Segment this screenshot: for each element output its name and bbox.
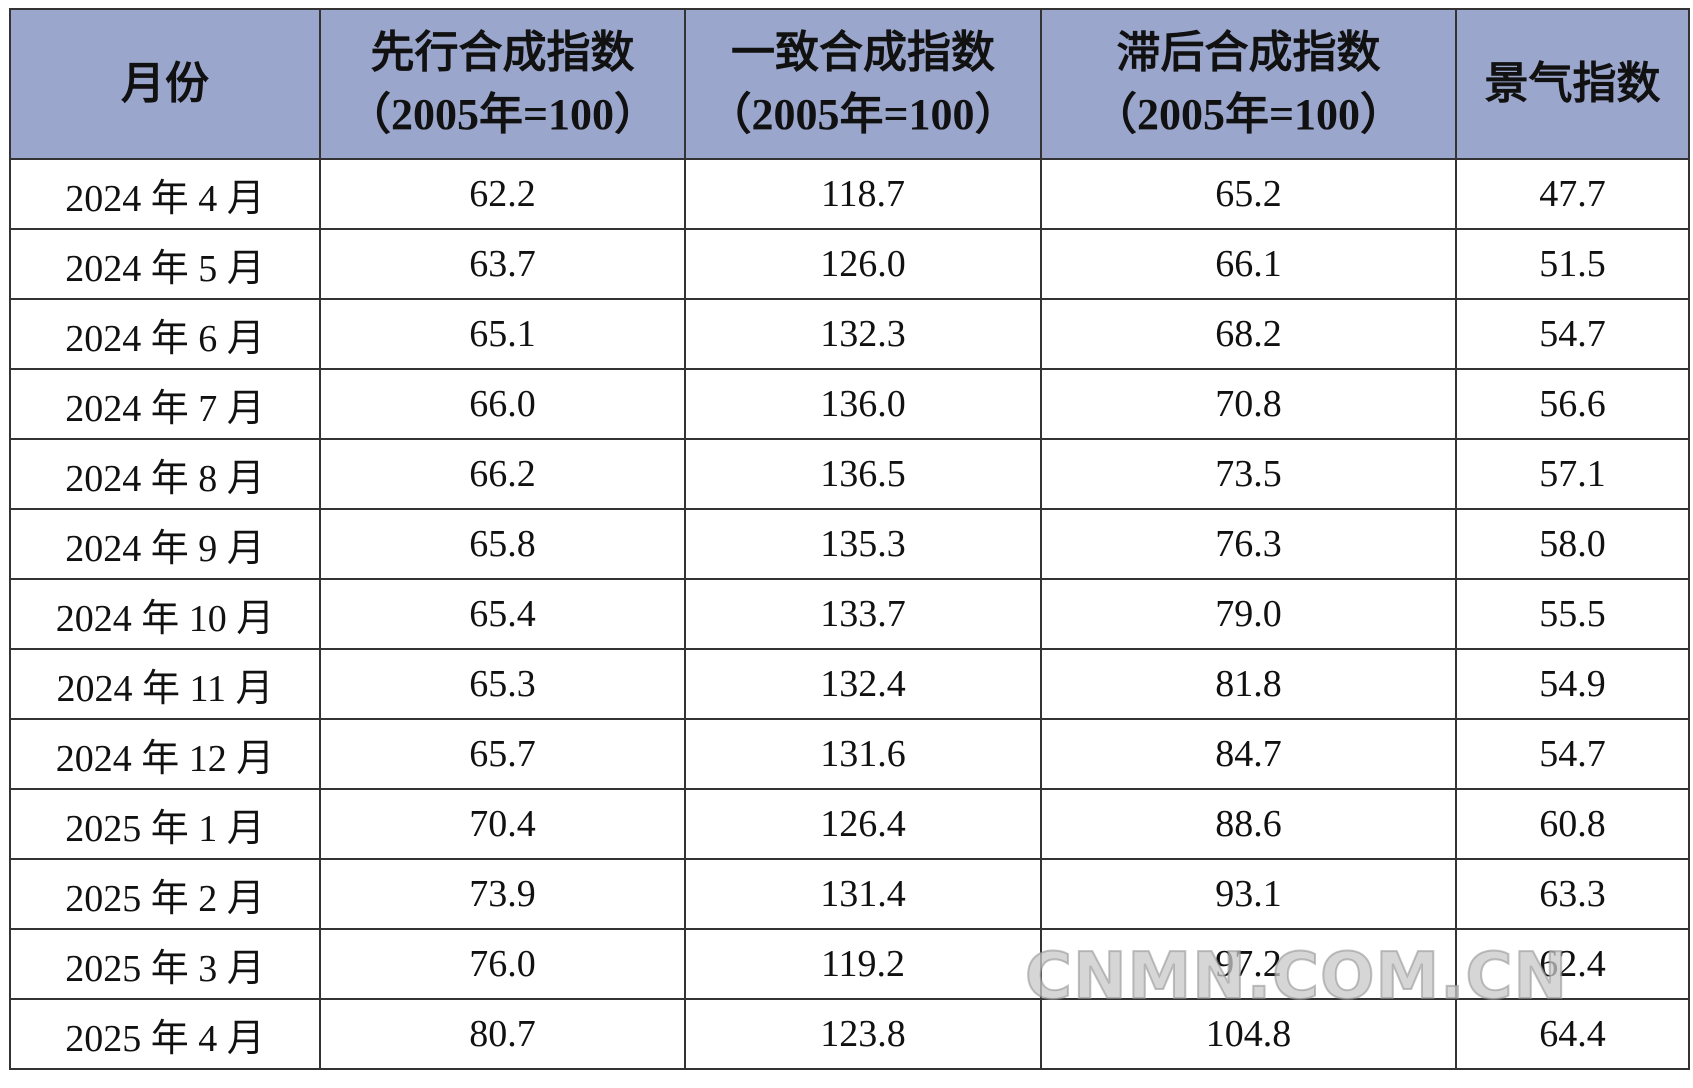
table-row: 2025 年 4 月 80.7 123.8 104.8 64.4 [9, 998, 1690, 1070]
table-row: 2024 年 10 月 65.4 133.7 79.0 55.5 [9, 578, 1690, 650]
value-cell: 136.5 [684, 438, 1042, 510]
value-cell: 132.4 [684, 648, 1042, 720]
header-line: （2005年=100） [1092, 90, 1405, 139]
header-line: （2005年=100） [346, 90, 659, 139]
value-cell: 136.0 [684, 368, 1042, 440]
table-row: 2024 年 12 月 65.7 131.6 84.7 54.7 [9, 718, 1690, 790]
value-cell: 131.6 [684, 718, 1042, 790]
value-cell: 65.1 [319, 298, 686, 370]
index-table: 月份 先行合成指数 （2005年=100） 一致合成指数 （2005年=100） 滞后合成… [9, 8, 1690, 1070]
value-cell: 56.6 [1455, 368, 1690, 440]
value-cell: 65.8 [319, 508, 686, 580]
value-cell: 126.0 [684, 228, 1042, 300]
value-cell: 66.2 [319, 438, 686, 510]
table-row: 2025 年 1 月 70.4 126.4 88.6 60.8 [9, 788, 1690, 860]
month-cell: 2024 年 5 月 [9, 228, 321, 300]
month-cell: 2025 年 3 月 [9, 928, 321, 1000]
value-cell: 131.4 [684, 858, 1042, 930]
table-row: 2024 年 5 月 63.7 126.0 66.1 51.5 [9, 228, 1690, 300]
value-cell: 58.0 [1455, 508, 1690, 580]
value-cell: 80.7 [319, 998, 686, 1070]
header-line: 景气指数 [1484, 59, 1661, 108]
value-cell: 63.7 [319, 228, 686, 300]
header-line: 滞后合成指数 [1116, 28, 1381, 77]
header-row: 月份 先行合成指数 （2005年=100） 一致合成指数 （2005年=100） 滞后合成… [9, 8, 1690, 160]
month-cell: 2025 年 2 月 [9, 858, 321, 930]
month-cell: 2024 年 7 月 [9, 368, 321, 440]
header-line: （2005年=100） [707, 90, 1019, 139]
header-cell: 先行合成指数 （2005年=100） [319, 8, 686, 160]
month-cell: 2024 年 10 月 [9, 578, 321, 650]
header-cell: 一致合成指数 （2005年=100） [684, 8, 1042, 160]
value-cell: 65.7 [319, 718, 686, 790]
month-cell: 2024 年 9 月 [9, 508, 321, 580]
value-cell: 73.9 [319, 858, 686, 930]
value-cell: 66.0 [319, 368, 686, 440]
month-cell: 2024 年 12 月 [9, 718, 321, 790]
value-cell: 57.1 [1455, 438, 1690, 510]
value-cell: 132.3 [684, 298, 1042, 370]
value-cell: 62.4 [1455, 928, 1690, 1000]
value-cell: 79.0 [1040, 578, 1457, 650]
value-cell: 76.3 [1040, 508, 1457, 580]
value-cell: 133.7 [684, 578, 1042, 650]
month-cell: 2024 年 11 月 [9, 648, 321, 720]
table-row: 2025 年 3 月 76.0 119.2 97.2 62.4 [9, 928, 1690, 1000]
value-cell: 54.7 [1455, 298, 1690, 370]
value-cell: 104.8 [1040, 998, 1457, 1070]
value-cell: 60.8 [1455, 788, 1690, 860]
header-cell: 月份 [9, 8, 321, 160]
value-cell: 51.5 [1455, 228, 1690, 300]
header-line: 月份 [121, 59, 209, 108]
value-cell: 126.4 [684, 788, 1042, 860]
value-cell: 70.8 [1040, 368, 1457, 440]
value-cell: 70.4 [319, 788, 686, 860]
header-cell: 景气指数 [1455, 8, 1690, 160]
month-cell: 2025 年 1 月 [9, 788, 321, 860]
value-cell: 65.3 [319, 648, 686, 720]
value-cell: 88.6 [1040, 788, 1457, 860]
value-cell: 118.7 [684, 158, 1042, 230]
table-body: 2024 年 4 月 62.2 118.7 65.2 47.7 2024 年 5 月 63.… [9, 158, 1690, 1070]
value-cell: 64.4 [1455, 998, 1690, 1070]
table-row: 2024 年 6 月 65.1 132.3 68.2 54.7 [9, 298, 1690, 370]
table-row: 2024 年 11 月 65.3 132.4 81.8 54.9 [9, 648, 1690, 720]
value-cell: 54.7 [1455, 718, 1690, 790]
value-cell: 73.5 [1040, 438, 1457, 510]
table-row: 2024 年 4 月 62.2 118.7 65.2 47.7 [9, 158, 1690, 230]
value-cell: 54.9 [1455, 648, 1690, 720]
header-line: 先行合成指数 [370, 28, 635, 77]
month-cell: 2024 年 8 月 [9, 438, 321, 510]
table-row: 2024 年 9 月 65.8 135.3 76.3 58.0 [9, 508, 1690, 580]
table-row: 2024 年 7 月 66.0 136.0 70.8 56.6 [9, 368, 1690, 440]
value-cell: 47.7 [1455, 158, 1690, 230]
month-cell: 2024 年 6 月 [9, 298, 321, 370]
value-cell: 65.2 [1040, 158, 1457, 230]
value-cell: 76.0 [319, 928, 686, 1000]
value-cell: 135.3 [684, 508, 1042, 580]
month-cell: 2025 年 4 月 [9, 998, 321, 1070]
value-cell: 119.2 [684, 928, 1042, 1000]
value-cell: 68.2 [1040, 298, 1457, 370]
value-cell: 81.8 [1040, 648, 1457, 720]
value-cell: 84.7 [1040, 718, 1457, 790]
value-cell: 63.3 [1455, 858, 1690, 930]
value-cell: 55.5 [1455, 578, 1690, 650]
value-cell: 65.4 [319, 578, 686, 650]
table-row: 2025 年 2 月 73.9 131.4 93.1 63.3 [9, 858, 1690, 930]
value-cell: 62.2 [319, 158, 686, 230]
month-cell: 2024 年 4 月 [9, 158, 321, 230]
header-cell: 滞后合成指数 （2005年=100） [1040, 8, 1457, 160]
value-cell: 66.1 [1040, 228, 1457, 300]
table-row: 2024 年 8 月 66.2 136.5 73.5 57.1 [9, 438, 1690, 510]
value-cell: 123.8 [684, 998, 1042, 1070]
value-cell: 93.1 [1040, 858, 1457, 930]
header-line: 一致合成指数 [731, 28, 995, 77]
value-cell: 97.2 [1040, 928, 1457, 1000]
